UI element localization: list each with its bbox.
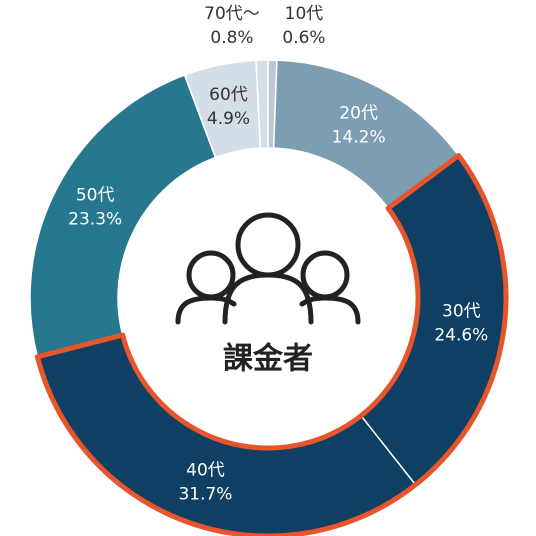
category-label: 50代	[76, 186, 115, 206]
segment	[29, 74, 217, 358]
category-label: 60代	[209, 85, 248, 105]
value-label: 23.3%	[68, 210, 122, 230]
segment	[255, 59, 269, 149]
category-label: 30代	[442, 301, 481, 321]
category-label: 20代	[339, 103, 378, 123]
category-label: 70代〜	[204, 4, 260, 24]
center-label: 課金者	[223, 342, 313, 377]
value-label: 4.9%	[207, 109, 250, 129]
highlight-outline	[34, 153, 509, 536]
value-label: 0.8%	[210, 28, 253, 48]
value-label: 31.7%	[178, 485, 232, 505]
category-label: 10代	[285, 4, 324, 24]
people-icon	[175, 212, 361, 325]
category-label: 40代	[186, 461, 225, 481]
value-label: 14.2%	[332, 127, 386, 147]
value-label: 24.6%	[434, 325, 488, 345]
donut	[29, 59, 509, 536]
value-label: 0.6%	[282, 28, 325, 48]
segment	[359, 154, 507, 486]
